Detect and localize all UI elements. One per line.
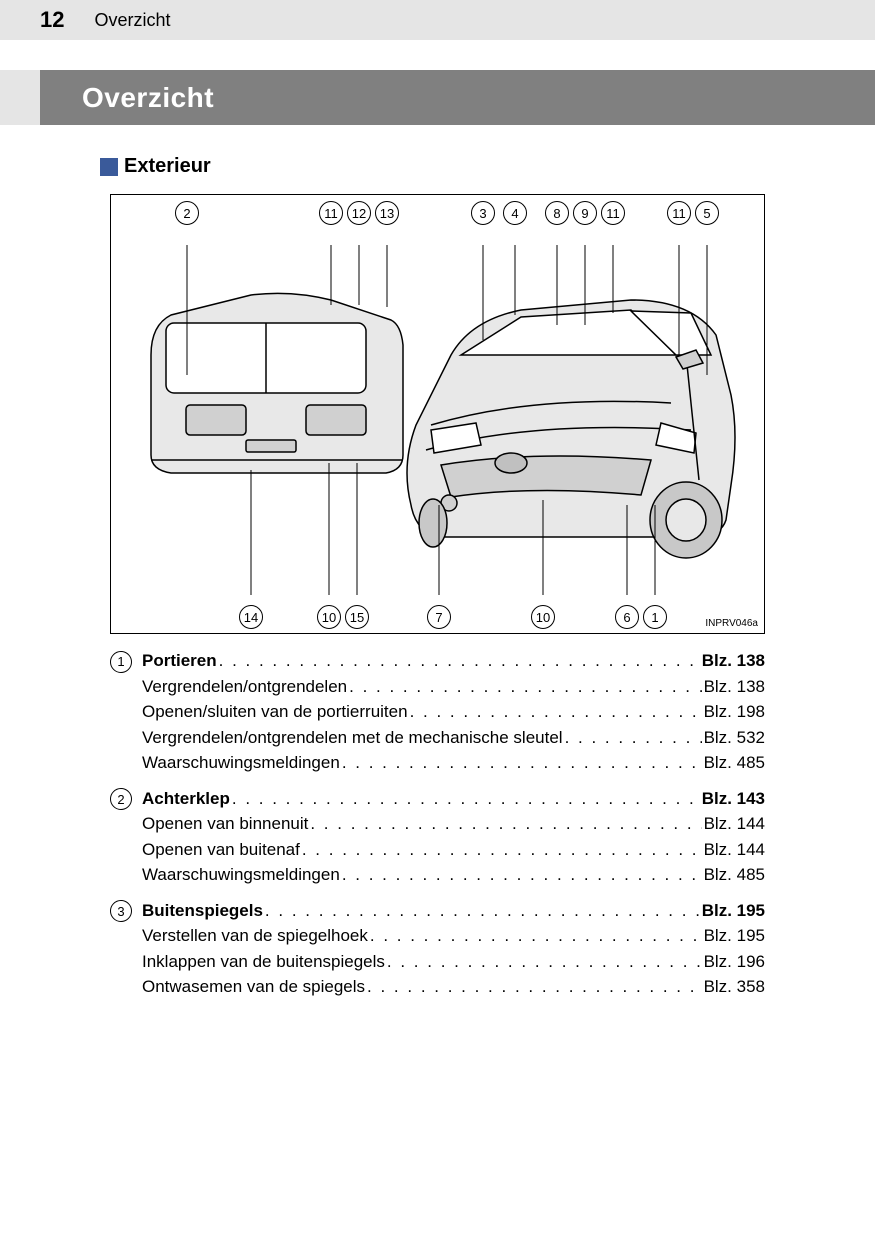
index-sub-label: Openen van binnenuit [142,811,308,837]
callout-11: 11 [667,201,691,225]
section-marker-icon [100,158,118,176]
callout-13: 13 [375,201,399,225]
leader-dots: . . . . . . . . . . . . . . . . . . . . … [565,725,702,751]
leader-dots: . . . . . . . . . . . . . . . . . . . . … [310,811,701,837]
section-label: Exterieur [124,155,211,178]
index-subline: Openen/sluiten van de portierruiten. . .… [110,699,765,725]
car-line-art [131,245,746,595]
leader-dots: . . . . . . . . . . . . . . . . . . . . … [302,837,702,863]
leader-dots: . . . . . . . . . . . . . . . . . . . . … [342,862,702,888]
index-sub-label: Waarschuwingsmeldingen [142,862,340,888]
index-header: 3 Buitenspiegels. . . . . . . . . . . . .… [110,898,765,924]
callout-2: 2 [175,201,199,225]
leader-dots: . . . . . . . . . . . . . . . . . . . . … [219,648,700,674]
index-title: Portieren [142,648,217,674]
index-sub-label: Vergrendelen/ontgrendelen met de mechani… [142,725,563,751]
index-sub-page: Blz. 144 [704,837,765,863]
callout-3: 3 [471,201,495,225]
leader-dots: . . . . . . . . . . . . . . . . . . . . … [232,786,700,812]
index-subline: Openen van binnenuit. . . . . . . . . . … [110,811,765,837]
index-sub-page: Blz. 532 [704,725,765,751]
index-page: Blz. 195 [702,898,765,924]
index-sub-page: Blz. 358 [704,974,765,1000]
callout-14: 14 [239,605,263,629]
index-sub-label: Waarschuwingsmeldingen [142,750,340,776]
index-title: Achterklep [142,786,230,812]
index-title: Buitenspiegels [142,898,263,924]
index-sub-label: Inklappen van de buitenspiegels [142,949,385,975]
leader-dots: . . . . . . . . . . . . . . . . . . . . … [342,750,702,776]
index-header: 1 Portieren. . . . . . . . . . . . . . . … [110,648,765,674]
index-subline: Openen van buitenaf. . . . . . . . . . .… [110,837,765,863]
leader-dots: . . . . . . . . . . . . . . . . . . . . … [387,949,702,975]
callout-11: 11 [601,201,625,225]
callout-10: 10 [531,605,555,629]
page-header: 12 Overzicht [0,0,875,40]
diagram-image-id: INPRV046a [705,618,758,629]
index-page: Blz. 138 [702,648,765,674]
callout-10: 10 [317,605,341,629]
callout-9: 9 [573,201,597,225]
index-number-icon: 2 [110,788,132,810]
index-sub-label: Vergrendelen/ontgrendelen [142,674,347,700]
callout-12: 12 [347,201,371,225]
index-sub-page: Blz. 138 [704,674,765,700]
index-sub-page: Blz. 196 [704,949,765,975]
index-subline: Vergrendelen/ontgrendelen. . . . . . . .… [110,674,765,700]
index-sub-label: Ontwasemen van de spiegels [142,974,365,1000]
index-list: 1Portieren. . . . . . . . . . . . . . . … [110,648,765,1000]
index-group: 3Buitenspiegels. . . . . . . . . . . . .… [110,898,765,1000]
index-header: 2 Achterklep. . . . . . . . . . . . . . .… [110,786,765,812]
leader-dots: . . . . . . . . . . . . . . . . . . . . … [410,699,702,725]
index-sub-label: Verstellen van de spiegelhoek [142,923,368,949]
exterior-diagram: 2111213348911115 14101571061 INPRV046a [110,194,765,634]
index-sub-page: Blz. 485 [704,750,765,776]
leader-dots: . . . . . . . . . . . . . . . . . . . . … [370,923,702,949]
index-subline: Waarschuwingsmeldingen. . . . . . . . . … [110,750,765,776]
index-subline: Waarschuwingsmeldingen. . . . . . . . . … [110,862,765,888]
index-page: Blz. 143 [702,786,765,812]
index-sub-page: Blz. 195 [704,923,765,949]
index-sub-label: Openen van buitenaf [142,837,300,863]
index-group: 1Portieren. . . . . . . . . . . . . . . … [110,648,765,776]
callout-6: 6 [615,605,639,629]
index-subline: Vergrendelen/ontgrendelen met de mechani… [110,725,765,751]
callout-4: 4 [503,201,527,225]
page-number: 12 [40,7,64,33]
index-sub-page: Blz. 198 [704,699,765,725]
index-number-icon: 3 [110,900,132,922]
callout-15: 15 [345,605,369,629]
section-heading: Exterieur [100,155,875,178]
callout-5: 5 [695,201,719,225]
callout-1: 1 [643,605,667,629]
leader-dots: . . . . . . . . . . . . . . . . . . . . … [349,674,701,700]
index-subline: Verstellen van de spiegelhoek. . . . . .… [110,923,765,949]
callout-8: 8 [545,201,569,225]
title-text: Overzicht [82,82,214,114]
index-sub-page: Blz. 485 [704,862,765,888]
index-sub-page: Blz. 144 [704,811,765,837]
index-subline: Inklappen van de buitenspiegels. . . . .… [110,949,765,975]
callout-7: 7 [427,605,451,629]
title-band: Overzicht [40,70,875,125]
callout-11: 11 [319,201,343,225]
index-number-icon: 1 [110,651,132,673]
leader-dots: . . . . . . . . . . . . . . . . . . . . … [367,974,702,1000]
index-sub-label: Openen/sluiten van de portierruiten [142,699,408,725]
leader-dots: . . . . . . . . . . . . . . . . . . . . … [265,898,700,924]
index-group: 2Achterklep. . . . . . . . . . . . . . .… [110,786,765,888]
index-subline: Ontwasemen van de spiegels. . . . . . . … [110,974,765,1000]
header-chapter: Overzicht [94,10,170,31]
